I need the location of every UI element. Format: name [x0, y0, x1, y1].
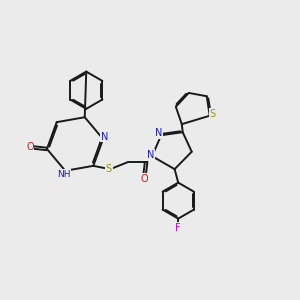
Text: S: S — [210, 109, 216, 119]
Text: O: O — [140, 174, 148, 184]
Text: N: N — [101, 132, 108, 142]
Text: S: S — [106, 164, 112, 174]
Text: N: N — [147, 150, 154, 160]
Text: N: N — [155, 128, 162, 138]
Text: NH: NH — [57, 170, 70, 179]
Text: O: O — [26, 142, 34, 152]
Text: F: F — [176, 223, 181, 233]
